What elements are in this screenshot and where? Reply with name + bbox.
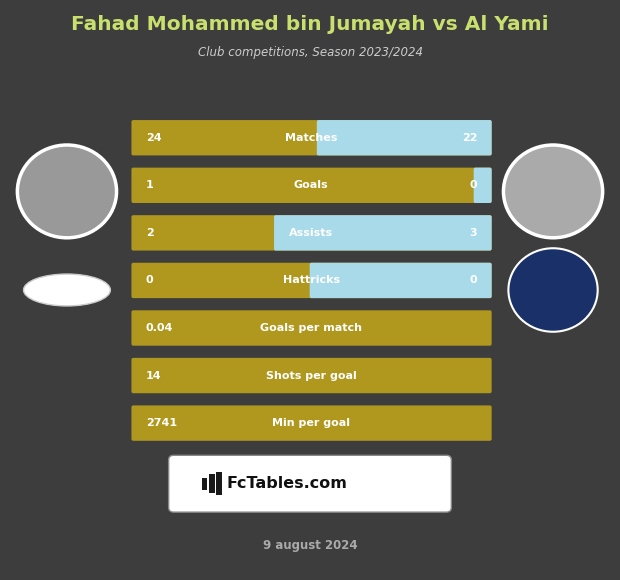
Text: 24: 24 (146, 133, 161, 143)
Circle shape (17, 145, 117, 238)
Text: 0.04: 0.04 (146, 323, 173, 333)
FancyBboxPatch shape (131, 215, 492, 251)
Circle shape (508, 248, 598, 332)
Text: 0: 0 (146, 276, 153, 285)
Text: Shots per goal: Shots per goal (266, 371, 356, 380)
Text: Matches: Matches (285, 133, 337, 143)
Text: Goals per match: Goals per match (260, 323, 362, 333)
FancyBboxPatch shape (209, 474, 215, 493)
Text: 0: 0 (470, 180, 477, 190)
Text: 14: 14 (146, 371, 161, 380)
FancyBboxPatch shape (169, 455, 451, 512)
FancyBboxPatch shape (131, 358, 492, 393)
FancyBboxPatch shape (202, 478, 207, 490)
Text: 9 august 2024: 9 august 2024 (263, 539, 357, 552)
Text: 22: 22 (462, 133, 477, 143)
Text: Hattricks: Hattricks (283, 276, 340, 285)
Text: 1: 1 (146, 180, 153, 190)
FancyBboxPatch shape (310, 263, 492, 298)
FancyBboxPatch shape (131, 120, 492, 155)
Text: 0: 0 (470, 276, 477, 285)
Text: Club competitions, Season 2023/2024: Club competitions, Season 2023/2024 (198, 46, 422, 59)
FancyBboxPatch shape (131, 405, 492, 441)
Text: Assists: Assists (289, 228, 334, 238)
Circle shape (503, 145, 603, 238)
FancyBboxPatch shape (274, 215, 492, 251)
FancyBboxPatch shape (131, 310, 492, 346)
FancyBboxPatch shape (216, 472, 222, 495)
Text: FcTables.com: FcTables.com (226, 476, 347, 491)
Text: Goals: Goals (294, 180, 329, 190)
FancyBboxPatch shape (131, 168, 492, 203)
Text: 3: 3 (470, 228, 477, 238)
Text: 2741: 2741 (146, 418, 177, 428)
Ellipse shape (24, 274, 110, 306)
Text: Min per goal: Min per goal (272, 418, 350, 428)
FancyBboxPatch shape (317, 120, 492, 155)
Text: Fahad Mohammed bin Jumayah vs Al Yami: Fahad Mohammed bin Jumayah vs Al Yami (71, 14, 549, 34)
FancyBboxPatch shape (474, 168, 492, 203)
FancyBboxPatch shape (131, 263, 492, 298)
Text: 2: 2 (146, 228, 153, 238)
